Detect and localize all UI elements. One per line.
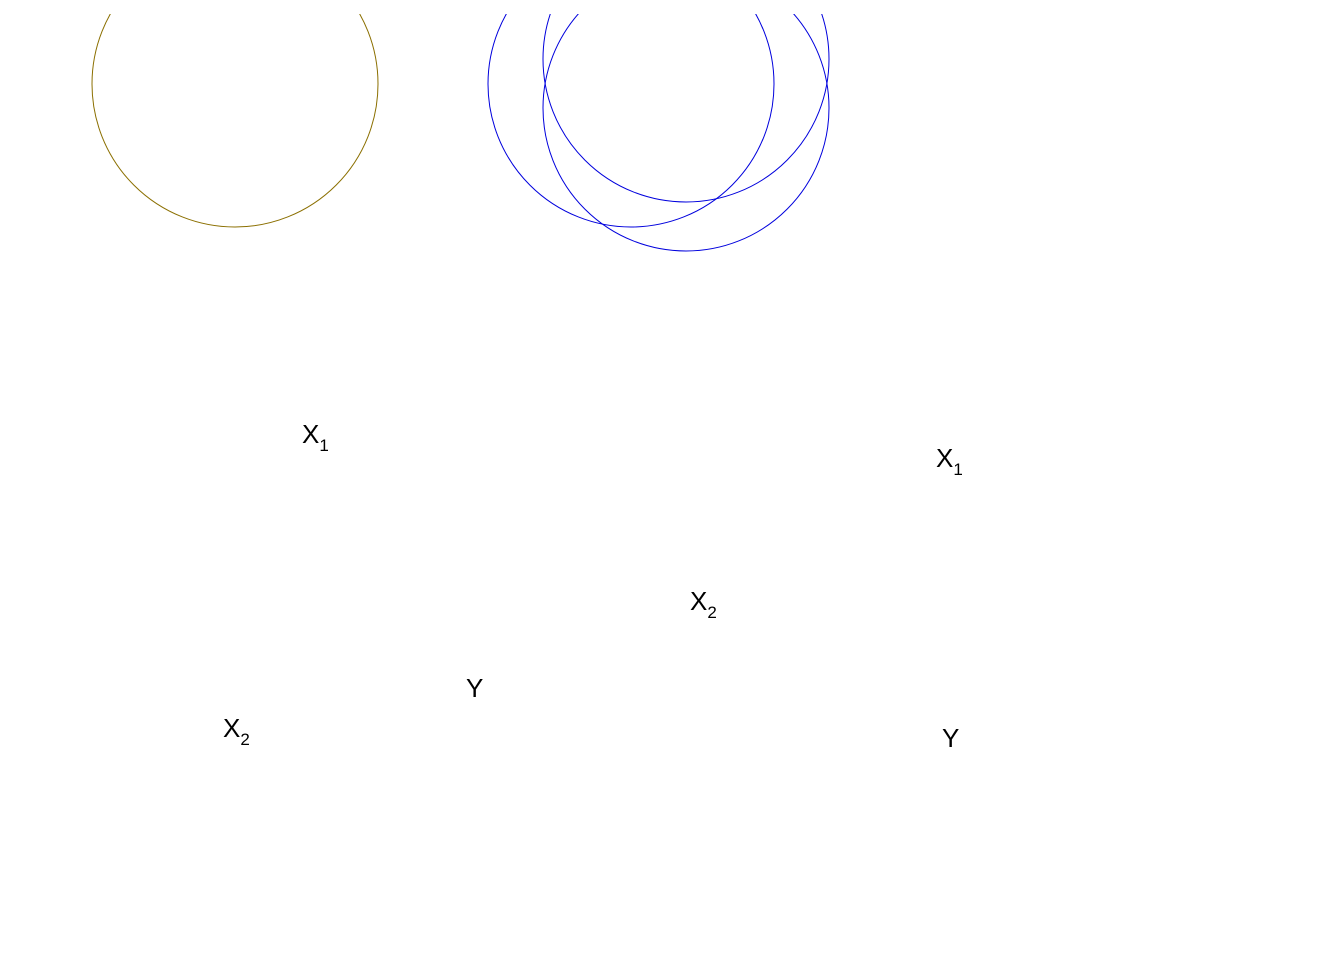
right-label-x1: X1 (936, 443, 963, 479)
left-label-x1: X1 (302, 419, 329, 455)
left-circle (91, 14, 379, 228)
right-label-x2: X2 (690, 586, 717, 622)
right-circle-c (542, 14, 830, 252)
left-panel (91, 14, 379, 228)
left-label-y: Y (466, 673, 483, 703)
right-circle-b (542, 14, 830, 203)
right-panel (487, 14, 830, 252)
right-label-y: Y (942, 723, 959, 753)
right-circle-a (487, 14, 775, 228)
left-label-x2: X2 (223, 713, 250, 749)
